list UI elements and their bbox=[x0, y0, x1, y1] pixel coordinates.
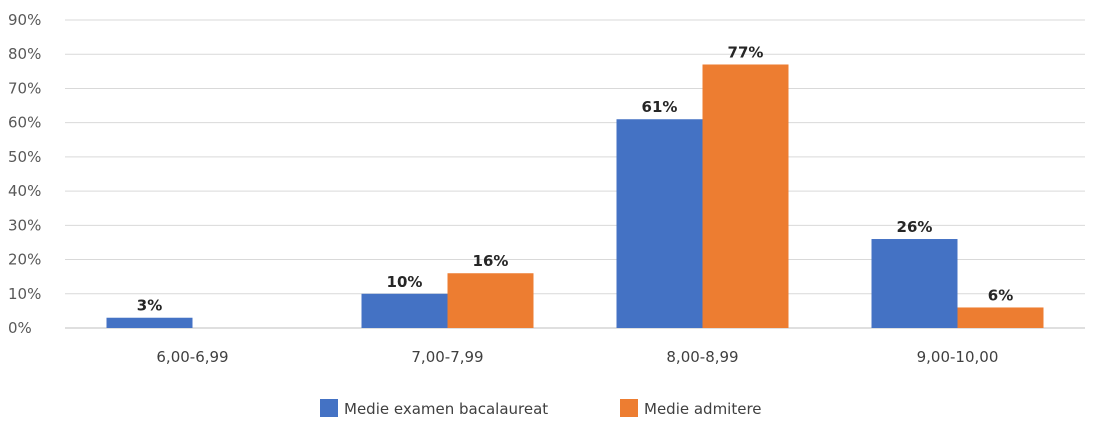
data-label: 3% bbox=[137, 297, 162, 315]
y-tick-label: 30% bbox=[8, 216, 41, 234]
y-tick-label: 0% bbox=[8, 319, 32, 337]
bar bbox=[616, 119, 703, 328]
legend-label: Medie admitere bbox=[644, 400, 762, 418]
legend: Medie examen bacalaureat Medie admitere bbox=[320, 399, 762, 418]
bars bbox=[106, 64, 1044, 328]
bar bbox=[106, 317, 193, 328]
bar bbox=[871, 239, 958, 328]
data-label: 77% bbox=[728, 43, 764, 61]
legend-swatch bbox=[320, 399, 338, 417]
y-axis-ticks: 0% 10% 20% 30% 40% 50% 60% 70% 80% 90% bbox=[8, 11, 41, 337]
y-tick-label: 80% bbox=[8, 45, 41, 63]
bar bbox=[957, 307, 1044, 328]
y-tick-label: 70% bbox=[8, 79, 41, 97]
y-tick-label: 20% bbox=[8, 251, 41, 269]
bar bbox=[361, 293, 448, 328]
x-category-label: 6,00-6,99 bbox=[156, 348, 228, 366]
x-category-label: 7,00-7,99 bbox=[411, 348, 483, 366]
x-category-label: 8,00-8,99 bbox=[666, 348, 738, 366]
x-axis-categories: 6,00-6,99 7,00-7,99 8,00-8,99 9,00-10,00 bbox=[156, 348, 998, 366]
gridlines bbox=[65, 19, 1085, 329]
data-label: 61% bbox=[642, 98, 678, 116]
data-label: 26% bbox=[897, 218, 933, 236]
data-labels: 3% 10% 16% 61% 77% 26% 6% bbox=[137, 43, 1013, 314]
data-label: 6% bbox=[988, 286, 1013, 304]
y-tick-label: 10% bbox=[8, 285, 41, 303]
legend-swatch bbox=[620, 399, 638, 417]
data-label: 16% bbox=[473, 252, 509, 270]
bar bbox=[447, 273, 534, 328]
x-category-label: 9,00-10,00 bbox=[917, 348, 999, 366]
y-tick-label: 60% bbox=[8, 114, 41, 132]
legend-label: Medie examen bacalaureat bbox=[344, 400, 548, 418]
y-tick-label: 90% bbox=[8, 11, 41, 29]
y-tick-label: 40% bbox=[8, 182, 41, 200]
data-label: 10% bbox=[387, 273, 423, 291]
y-tick-label: 50% bbox=[8, 148, 41, 166]
bar bbox=[702, 64, 789, 328]
